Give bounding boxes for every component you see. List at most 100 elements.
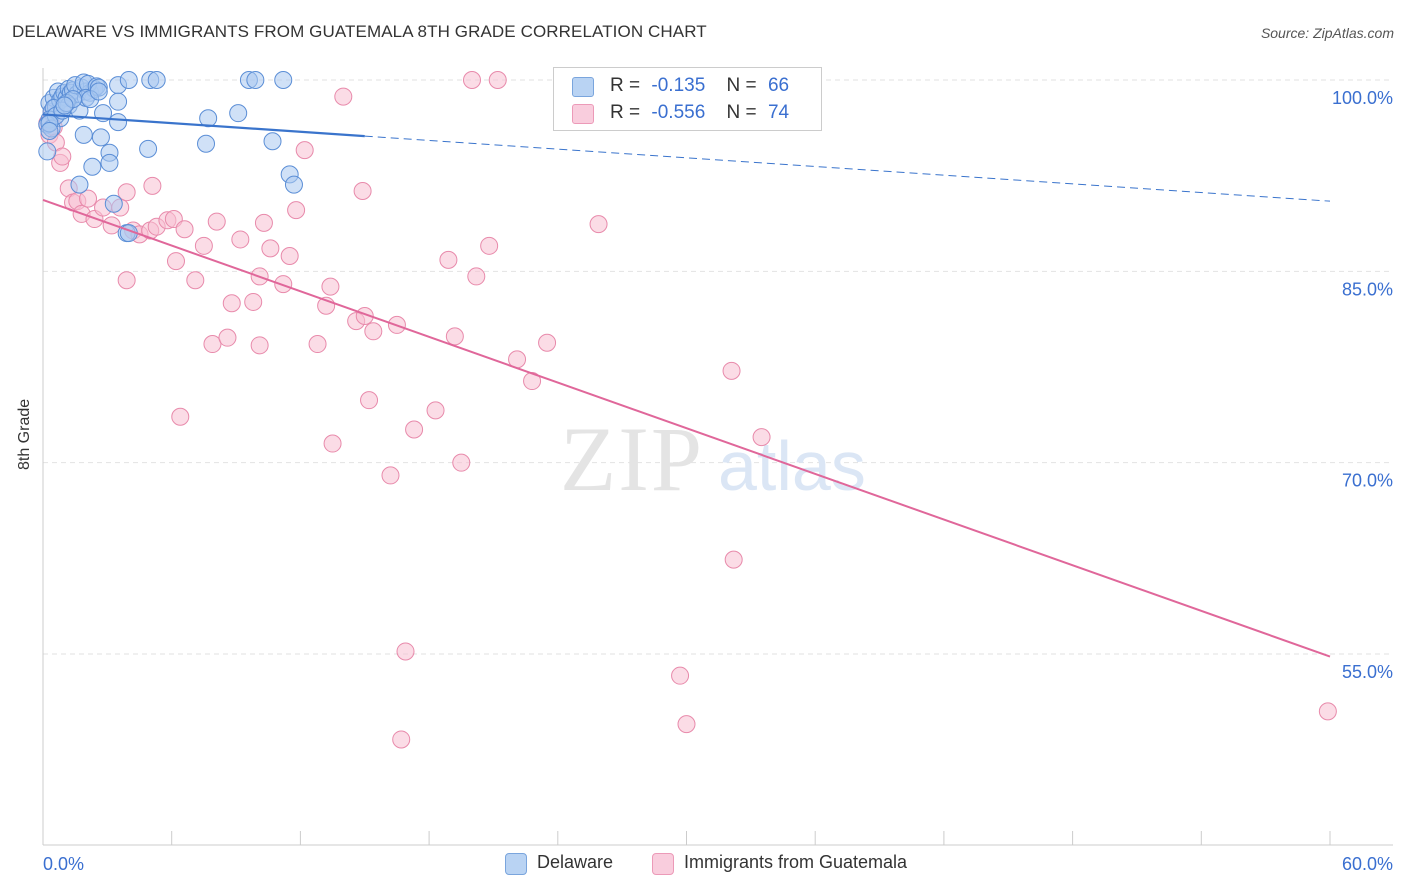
guatemala-point xyxy=(480,236,499,255)
delaware-point xyxy=(139,139,158,158)
guatemala-point xyxy=(381,466,400,485)
guatemala-point xyxy=(287,201,306,220)
guatemala-point xyxy=(254,213,273,232)
y-tick-label: 85.0% xyxy=(1342,279,1393,299)
guatemala-point xyxy=(250,336,269,355)
guatemala-point xyxy=(677,715,696,734)
y-tick-label: 70.0% xyxy=(1342,471,1393,491)
source-label: Source: ZipAtlas.com xyxy=(1260,25,1394,41)
delaware-point xyxy=(229,104,248,123)
watermark-zip: ZIP xyxy=(560,408,704,510)
guatemala-point xyxy=(308,335,327,354)
delaware-point xyxy=(74,125,93,144)
guatemala-point xyxy=(334,87,353,106)
guatemala-point xyxy=(79,189,98,208)
legend-r-value-delaware: -0.135 xyxy=(651,75,706,96)
guatemala-swatch xyxy=(572,104,594,124)
delaware-swatch xyxy=(572,77,594,97)
delaware-point xyxy=(89,82,108,101)
guatemala-point xyxy=(467,267,486,286)
x-tick-label: 0.0% xyxy=(43,854,84,874)
guatemala-point xyxy=(445,327,464,346)
guatemala-point xyxy=(280,247,299,266)
legend-r-label: R = xyxy=(610,102,641,123)
guatemala-point xyxy=(102,216,121,235)
tick-labels: 55.0% 70.0% 85.0% 100.0% 0.0% 60.0% xyxy=(42,88,1393,874)
guatemala-point xyxy=(671,666,690,685)
guatemala-legend-label: Immigrants from Guatemala xyxy=(684,852,908,872)
guatemala-point xyxy=(360,391,379,410)
guatemala-point xyxy=(353,181,372,200)
delaware-point xyxy=(274,71,293,89)
guatemala-point xyxy=(752,428,771,447)
guatemala-point xyxy=(323,434,342,453)
delaware-points xyxy=(38,71,303,243)
guatemala-point xyxy=(218,328,237,347)
guatemala-point xyxy=(321,277,340,296)
delaware-trend-line xyxy=(42,113,365,138)
legend-n-value-delaware: 66 xyxy=(767,75,790,96)
legend-r-value-guatemala: -0.556 xyxy=(651,102,706,123)
guatemala-point xyxy=(53,147,72,166)
delaware-point xyxy=(284,175,303,194)
guatemala-point xyxy=(186,271,205,290)
guatemala-point xyxy=(244,292,263,311)
delaware-point xyxy=(70,175,89,194)
guatemala-point xyxy=(175,220,194,239)
delaware-trend-extension xyxy=(364,135,1331,202)
guatemala-point xyxy=(392,730,411,749)
guatemala-point xyxy=(426,401,445,420)
x-tick-label: 60.0% xyxy=(1342,854,1393,874)
guatemala-legend-swatch xyxy=(652,853,674,875)
guatemala-point xyxy=(203,335,222,354)
guatemala-point xyxy=(194,236,213,255)
guatemala-point xyxy=(231,230,250,249)
guatemala-point xyxy=(261,239,280,258)
delaware-point xyxy=(83,157,102,176)
chart-title: DELAWARE VS IMMIGRANTS FROM GUATEMALA 8T… xyxy=(12,22,707,41)
guatemala-point xyxy=(207,212,226,231)
delaware-point xyxy=(197,134,216,153)
stats-legend: R = -0.135 N = 66 R = -0.556 N = 74 xyxy=(553,67,822,131)
guatemala-point xyxy=(396,642,415,661)
guatemala-trend-line xyxy=(42,198,1331,658)
legend-n-value-guatemala: 74 xyxy=(767,102,790,123)
legend-r-label: R = xyxy=(610,75,641,96)
legend-n-label: N = xyxy=(726,75,757,96)
guatemala-point xyxy=(1318,702,1337,721)
guatemala-point xyxy=(364,322,383,341)
axes xyxy=(42,68,1393,846)
guatemala-point xyxy=(722,361,741,380)
guatemala-point xyxy=(463,71,481,89)
delaware-legend-swatch xyxy=(505,853,527,875)
delaware-point xyxy=(91,128,110,147)
guatemala-point xyxy=(488,71,507,89)
guatemala-point xyxy=(724,550,743,569)
y-tick-label: 55.0% xyxy=(1342,662,1393,682)
guatemala-point xyxy=(117,271,136,290)
guatemala-point xyxy=(405,420,424,439)
delaware-point xyxy=(38,142,57,161)
guatemala-point xyxy=(222,294,241,313)
delaware-point xyxy=(100,153,119,172)
delaware-point xyxy=(104,194,123,213)
guatemala-points xyxy=(38,71,1337,749)
y-tick-label: 100.0% xyxy=(1332,88,1393,108)
guatemala-point xyxy=(166,252,185,271)
watermark: ZIP atlas xyxy=(560,408,866,510)
delaware-point xyxy=(55,96,74,115)
delaware-point xyxy=(119,71,138,89)
grid-lines xyxy=(43,79,1393,655)
guatemala-point xyxy=(295,141,314,160)
delaware-legend-label: Delaware xyxy=(537,852,614,872)
delaware-point xyxy=(199,109,218,128)
delaware-point xyxy=(109,92,128,111)
delaware-point xyxy=(246,71,265,89)
delaware-point xyxy=(263,132,282,151)
trend-lines xyxy=(42,113,1331,658)
guatemala-point xyxy=(589,215,608,234)
guatemala-point xyxy=(538,333,557,352)
guatemala-point xyxy=(452,453,471,472)
guatemala-point xyxy=(117,183,136,202)
